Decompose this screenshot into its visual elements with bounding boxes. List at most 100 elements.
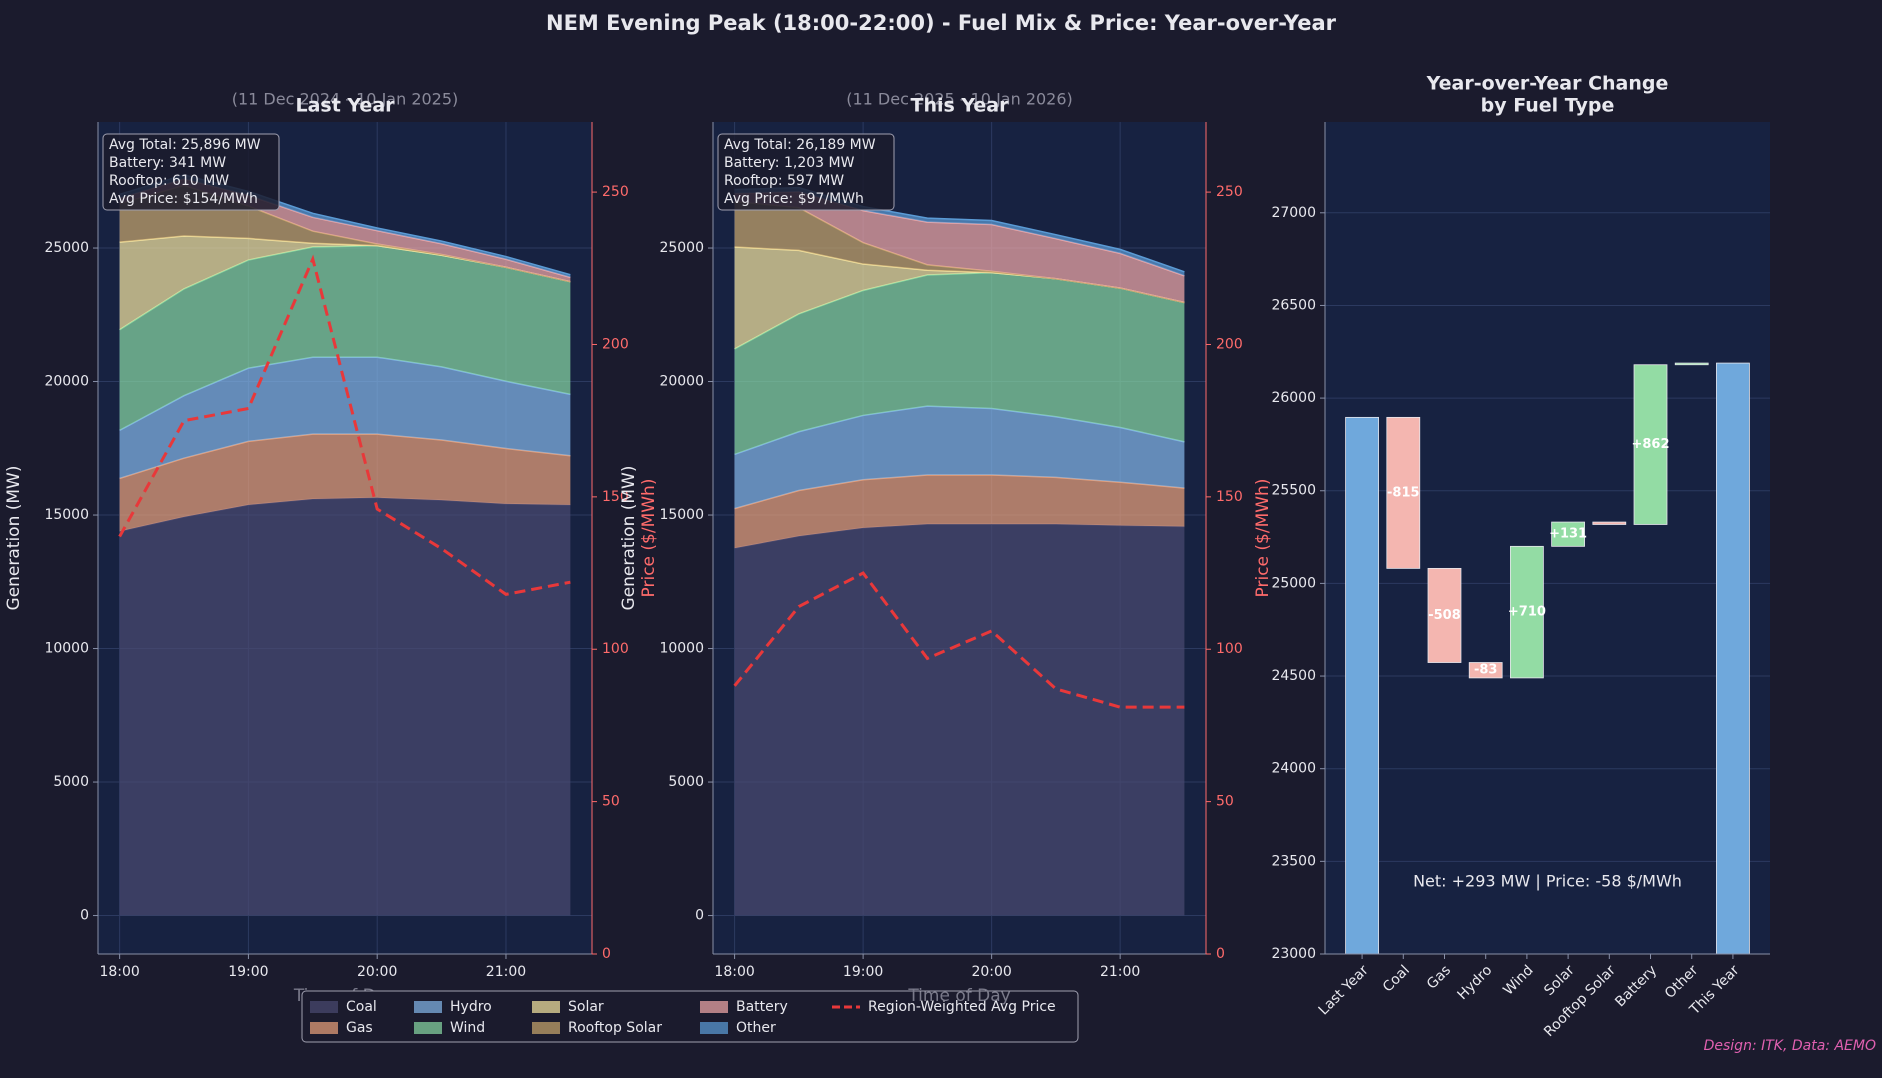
- y-tick-label: 27000: [1271, 205, 1316, 221]
- y-tick-label: 0: [80, 908, 89, 924]
- annotation-box: [102, 133, 280, 211]
- y-tick-label: 10000: [659, 641, 704, 657]
- y2-tick-label: 0: [1216, 946, 1225, 962]
- area-fill: [734, 406, 1185, 509]
- area-fill: [119, 236, 571, 330]
- area-fill: [119, 357, 571, 479]
- value-label: +862: [1631, 437, 1669, 452]
- legend-label: Battery: [736, 999, 788, 1015]
- y2-tick-label: 0: [602, 946, 611, 962]
- legend-box: [301, 990, 1079, 1043]
- bar: [1551, 521, 1585, 547]
- annotation-line: Avg Price: $97/MWh: [724, 191, 864, 207]
- legend-swatch: [532, 1001, 560, 1013]
- value-label: -508: [1428, 608, 1461, 623]
- area-fill: [734, 474, 1185, 549]
- annotation-line: Rooftop: 597 MW: [724, 173, 844, 189]
- area-fill: [734, 201, 1185, 303]
- annotation: Net: +293 MW | Price: -58 $/MWh: [1413, 872, 1682, 891]
- area-fill: [734, 191, 1185, 303]
- legend-label: Rooftop Solar: [568, 1020, 662, 1036]
- annotation-line: Avg Total: 25,896 MW: [109, 137, 261, 153]
- y-tick-label: 26500: [1271, 297, 1316, 313]
- figure-title: NEM Evening Peak (18:00-22:00) - Fuel Mi…: [546, 11, 1337, 35]
- x-axis-label: Time of Day: [907, 986, 1010, 1006]
- area-fill: [119, 497, 571, 916]
- x-tick-label: 19:00: [228, 964, 268, 980]
- chart-title: Year-over-Year Change: [1426, 73, 1669, 95]
- y-tick-label: 23500: [1271, 853, 1316, 869]
- value-label: +710: [1508, 605, 1546, 620]
- y-tick-label: 15000: [659, 507, 704, 523]
- bar: [1468, 662, 1503, 679]
- footer: Design: ITK, Data: AEMO: [1704, 1038, 1876, 1054]
- x-tick-label: 20:00: [357, 964, 397, 980]
- annotation-box: [717, 133, 895, 211]
- area-fill: [119, 434, 571, 532]
- bar: [1386, 416, 1421, 569]
- legend-swatch: [310, 1001, 338, 1013]
- y-tick-label: 23000: [1271, 946, 1316, 962]
- y-tick-label: 25000: [1271, 575, 1316, 591]
- bar: [1674, 362, 1709, 366]
- value-label: -815: [1387, 485, 1420, 500]
- y-tick-label: 24000: [1271, 761, 1316, 777]
- x-tick-label: 19:00: [843, 964, 883, 980]
- y-tick-label: 25500: [1271, 483, 1316, 499]
- y2-tick-label: 200: [602, 336, 629, 352]
- y2-axis-label: Price ($/MWh): [1253, 479, 1273, 598]
- y-tick-label: 25000: [659, 240, 704, 256]
- y2-tick-label: 100: [602, 641, 629, 657]
- legend-label: Gas: [346, 1020, 373, 1036]
- bar: [1633, 364, 1668, 525]
- price-line: [733, 571, 1185, 709]
- annotation-line: Battery: 1,203 MW: [724, 155, 855, 171]
- legend-swatch: [414, 1001, 442, 1013]
- bar: [1510, 545, 1544, 679]
- y2-axis-label: Price ($/MWh): [639, 479, 659, 598]
- bar: [1592, 521, 1627, 525]
- legend-label: Coal: [346, 999, 377, 1015]
- annotation-line: Rooftop: 610 MW: [109, 173, 229, 189]
- area-edge: [734, 523, 1185, 549]
- y2-tick-label: 50: [1216, 794, 1234, 810]
- x-tick-label: 18:00: [99, 964, 139, 980]
- y-tick-label: 24500: [1271, 668, 1316, 684]
- subtitle: (11 Dec 2024 - 10 Jan 2025): [232, 90, 459, 109]
- y2-tick-label: 100: [1216, 641, 1243, 657]
- y2-tick-label: 50: [602, 794, 620, 810]
- x-tick-label: 21:00: [486, 964, 526, 980]
- legend-swatch: [700, 1001, 728, 1013]
- y2-tick-label: 250: [602, 184, 629, 200]
- area-fill: [734, 524, 1185, 916]
- x-tick-label: 18:00: [714, 964, 754, 980]
- legend-label: Wind: [450, 1020, 485, 1036]
- y-axis-label: Generation (MW): [619, 466, 639, 611]
- legend-swatch: [532, 1022, 560, 1034]
- y-tick-label: 25000: [44, 240, 89, 256]
- y-axis-label: Generation (MW): [4, 466, 24, 611]
- annotation-line: Avg Total: 26,189 MW: [724, 137, 876, 153]
- y2-tick-label: 150: [1216, 489, 1243, 505]
- value-label: -83: [1474, 663, 1498, 678]
- y-tick-label: 5000: [53, 774, 89, 790]
- annotation-line: Avg Price: $154/MWh: [109, 191, 258, 207]
- bar: [1716, 362, 1750, 955]
- y2-tick-label: 200: [1216, 336, 1243, 352]
- legend-swatch: [700, 1022, 728, 1034]
- legend-label: Region-Weighted Avg Price: [868, 999, 1056, 1015]
- subtitle: (11 Dec 2025 - 10 Jan 2026): [846, 90, 1073, 109]
- bar: [1345, 416, 1379, 955]
- annotation-line: Battery: 341 MW: [109, 155, 226, 171]
- value-label: +131: [1549, 527, 1587, 542]
- area-fill: [734, 272, 1185, 455]
- bar: [1427, 567, 1462, 663]
- legend-swatch: [310, 1022, 338, 1034]
- y-tick-label: 10000: [44, 641, 89, 657]
- y-tick-label: 5000: [668, 774, 704, 790]
- chart-title: This Year: [910, 95, 1009, 117]
- legend-label: Other: [736, 1020, 776, 1036]
- price-line: [118, 254, 571, 596]
- y2-tick-label: 250: [1216, 184, 1243, 200]
